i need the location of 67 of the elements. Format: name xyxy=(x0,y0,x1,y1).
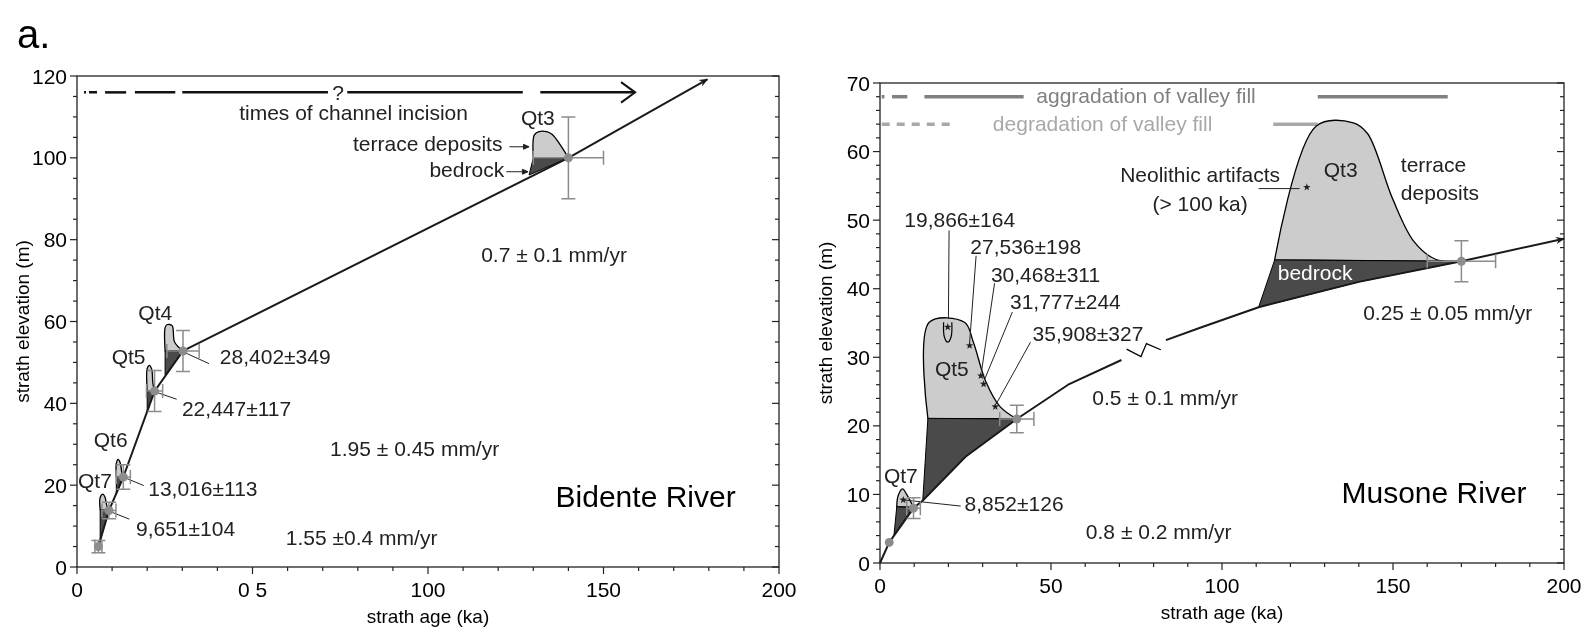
y-tick-label: 0 xyxy=(55,555,67,579)
y-tick-label: 20 xyxy=(43,473,67,497)
point xyxy=(909,503,919,513)
annotation: 9,651±104 xyxy=(135,516,236,540)
x-tick-label: 0 xyxy=(71,578,83,601)
annotation: 30,468±311 xyxy=(990,262,1101,286)
annotation: 19,866±164 xyxy=(904,207,1016,231)
annotation: 13,016±113 xyxy=(148,476,258,500)
x-tick-label: 0 5 xyxy=(237,578,268,601)
annotation: Qt5 xyxy=(934,356,969,380)
annotation: 1.95 ± 0.45 mm/yr xyxy=(330,436,500,460)
x-tick-label: 100 xyxy=(1204,574,1240,597)
annotation: bedrock xyxy=(429,157,505,181)
text: Musone River xyxy=(1341,476,1527,509)
y-tick-label: 40 xyxy=(43,391,67,415)
y-tick-label: 60 xyxy=(43,310,67,333)
annotation: Qt5 xyxy=(111,344,146,368)
annotation: Qt3 xyxy=(1323,157,1358,181)
annotation: Qt6 xyxy=(93,427,128,451)
y-tick-label: 100 xyxy=(31,146,67,170)
y-tick-label: 60 xyxy=(846,140,870,164)
annotation: Neolithic artifacts (> 100 ka) xyxy=(1120,162,1281,215)
annotation: 8,852±126 xyxy=(964,491,1064,515)
annotation: Qt3 xyxy=(520,105,555,129)
annotation: bedrock xyxy=(1277,260,1353,284)
x-tick-label: 200 xyxy=(761,578,797,601)
annotation: 0.8 ± 0.2 mm/yr xyxy=(1085,519,1232,543)
y-axis-title: strath elevation (m) xyxy=(12,240,33,403)
y-tick-label: 40 xyxy=(846,277,870,301)
text: Bidente River xyxy=(555,480,736,513)
x-tick-label: 50 xyxy=(1039,574,1063,597)
point xyxy=(1456,256,1466,266)
y-tick-label: 50 xyxy=(846,208,870,232)
annotation: Qt7 xyxy=(883,463,918,487)
x-tick-label: 100 xyxy=(410,578,446,601)
annotation: 27,536±198 xyxy=(970,234,1082,258)
x-axis-title: strath age (ka) xyxy=(1160,602,1284,623)
y-tick-label: 10 xyxy=(846,482,870,506)
y-tick-label: 120 xyxy=(31,64,67,88)
annotation: Qt4 xyxy=(138,300,173,324)
annotation: 35,908±327 xyxy=(1032,321,1144,345)
annotation: Qt7 xyxy=(77,468,112,492)
point xyxy=(1012,414,1022,424)
x-tick-label: 200 xyxy=(1546,574,1582,597)
annotation: 0.25 ± 0.05 mm/yr xyxy=(1363,300,1533,324)
point xyxy=(884,537,894,547)
x-tick-label: 150 xyxy=(1375,574,1411,597)
x-tick-label: 150 xyxy=(585,578,622,601)
y-tick-label: 0 xyxy=(858,551,870,575)
text: a. xyxy=(17,12,51,56)
annotation: 1.55 ±0.4 mm/yr xyxy=(285,525,438,549)
annotation: terrace deposits xyxy=(352,131,503,155)
annotation: 22,447±117 xyxy=(181,396,292,420)
x-tick-label: 0 xyxy=(874,574,886,597)
y-tick-label: 80 xyxy=(43,228,67,252)
x-axis-title: strath age (ka) xyxy=(366,606,490,627)
y-tick-label: 30 xyxy=(846,345,870,369)
y-tick-label: 70 xyxy=(846,71,870,95)
annotation: degradation of valley fill xyxy=(992,111,1213,135)
annotation: aggradation of valley fill xyxy=(1036,83,1256,107)
y-axis-title: strath elevation (m) xyxy=(815,241,836,405)
annotation: terrace deposits xyxy=(1400,152,1480,204)
annotation: 0.7 ± 0.1 mm/yr xyxy=(481,242,627,266)
annotation: 31,777±244 xyxy=(1009,289,1122,313)
y-tick-label: 20 xyxy=(846,414,870,438)
annotation: 28,402±349 xyxy=(219,344,331,368)
annotation: 0.5 ± 0.1 mm/yr xyxy=(1092,385,1239,409)
